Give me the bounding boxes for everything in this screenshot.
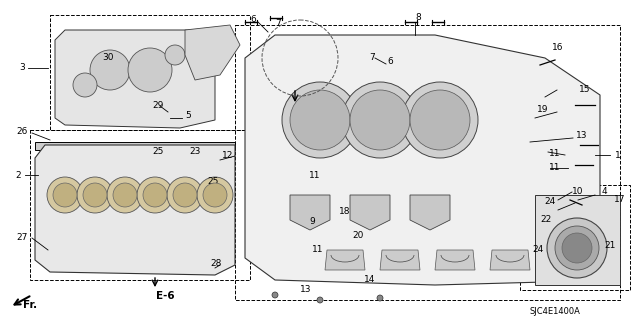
Text: 24: 24 (532, 246, 543, 255)
Text: 27: 27 (16, 233, 28, 241)
Circle shape (167, 177, 203, 213)
Text: E-15: E-15 (292, 107, 318, 117)
Text: 17: 17 (614, 196, 626, 204)
Circle shape (272, 292, 278, 298)
Text: SJC4E1400A: SJC4E1400A (529, 308, 580, 316)
Circle shape (317, 297, 323, 303)
Text: 9: 9 (309, 218, 315, 226)
PathPatch shape (55, 30, 215, 128)
Circle shape (53, 183, 77, 207)
Text: 11: 11 (309, 170, 321, 180)
Circle shape (77, 177, 113, 213)
Circle shape (203, 183, 227, 207)
Text: 26: 26 (16, 128, 28, 137)
Text: 4: 4 (601, 188, 607, 197)
Circle shape (402, 82, 478, 158)
Circle shape (555, 226, 599, 270)
Circle shape (173, 183, 197, 207)
Circle shape (83, 183, 107, 207)
Text: 28: 28 (211, 259, 221, 269)
Text: E-6: E-6 (156, 291, 174, 301)
Circle shape (90, 50, 130, 90)
Bar (520, 185, 630, 290)
Circle shape (47, 177, 83, 213)
Text: 10: 10 (572, 188, 584, 197)
Circle shape (377, 295, 383, 301)
Text: 13: 13 (576, 130, 588, 139)
Text: 13: 13 (300, 286, 312, 294)
Circle shape (350, 90, 410, 150)
Text: 25: 25 (207, 177, 219, 187)
Text: 8: 8 (415, 13, 421, 23)
Circle shape (137, 177, 173, 213)
Circle shape (410, 90, 470, 150)
Circle shape (290, 90, 350, 150)
Text: Fr.: Fr. (23, 300, 37, 310)
Circle shape (547, 218, 607, 278)
Bar (30, 130, 250, 280)
Circle shape (165, 45, 185, 65)
PathPatch shape (245, 35, 600, 285)
Bar (35, 142, 235, 150)
Bar (535, 195, 620, 285)
Polygon shape (410, 195, 450, 230)
Bar (235, 25, 620, 300)
Circle shape (342, 82, 418, 158)
Bar (50, 15, 250, 130)
Circle shape (107, 177, 143, 213)
Polygon shape (325, 250, 365, 270)
Text: 29: 29 (152, 101, 164, 110)
Circle shape (197, 177, 233, 213)
Text: 12: 12 (222, 151, 234, 160)
Polygon shape (290, 195, 330, 230)
Text: 11: 11 (549, 149, 561, 158)
Text: 1: 1 (615, 151, 621, 160)
Text: 19: 19 (537, 106, 548, 115)
Circle shape (128, 48, 172, 92)
Text: 24: 24 (545, 197, 556, 206)
Text: 21: 21 (604, 241, 616, 249)
Circle shape (143, 183, 167, 207)
Text: 14: 14 (364, 276, 376, 285)
Polygon shape (185, 25, 240, 80)
Text: 30: 30 (102, 54, 114, 63)
Polygon shape (435, 250, 475, 270)
Circle shape (113, 183, 137, 207)
Text: 6: 6 (250, 16, 256, 25)
Polygon shape (380, 250, 420, 270)
Circle shape (562, 233, 592, 263)
Circle shape (282, 82, 358, 158)
Text: 3: 3 (19, 63, 25, 72)
Text: 11: 11 (549, 162, 561, 172)
Circle shape (73, 73, 97, 97)
Text: 5: 5 (185, 110, 191, 120)
Text: 15: 15 (579, 85, 591, 94)
Text: 20: 20 (352, 231, 364, 240)
Text: 2: 2 (15, 170, 21, 180)
PathPatch shape (35, 145, 235, 275)
Text: 16: 16 (552, 43, 564, 53)
Text: 22: 22 (540, 216, 552, 225)
Polygon shape (350, 195, 390, 230)
Text: 25: 25 (152, 147, 164, 157)
Text: 23: 23 (189, 147, 201, 157)
Text: 18: 18 (339, 207, 351, 217)
Polygon shape (490, 250, 530, 270)
Text: 6: 6 (387, 57, 393, 66)
Text: 7: 7 (369, 53, 375, 62)
Text: 7: 7 (275, 19, 281, 28)
Text: 11: 11 (312, 246, 324, 255)
